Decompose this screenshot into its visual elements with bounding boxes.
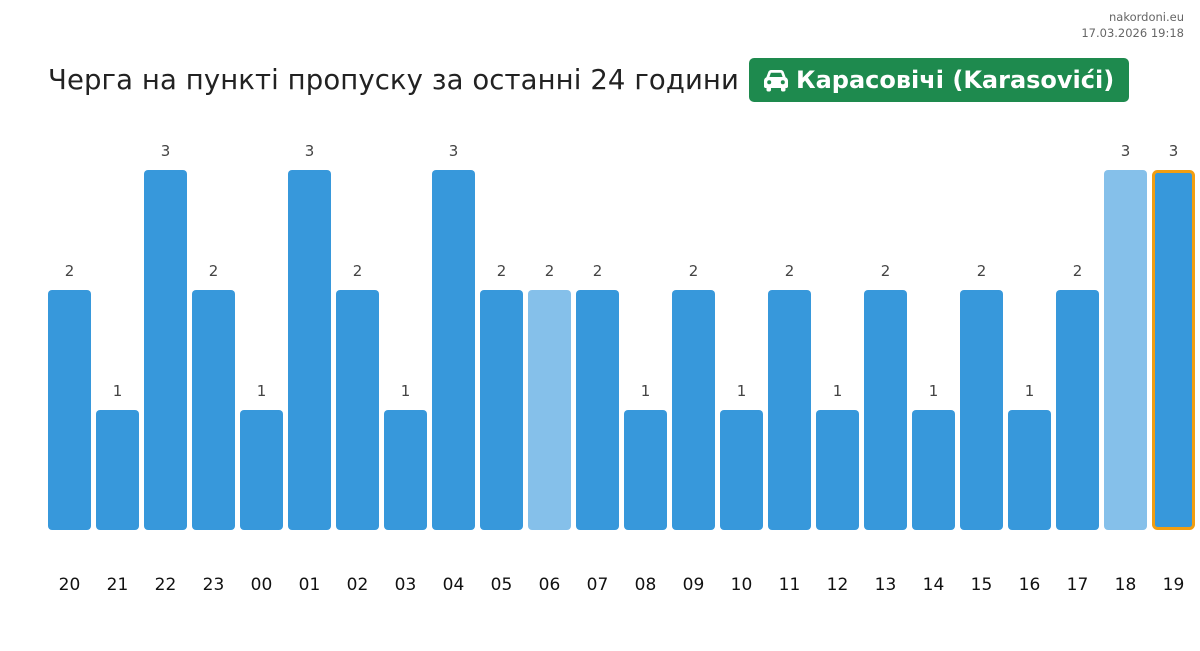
bar-13[interactable] — [864, 290, 907, 530]
bar-17[interactable] — [1056, 290, 1099, 530]
chart-header: Черга на пункті пропуску за останні 24 г… — [48, 58, 1130, 102]
x-tick-12: 12 — [827, 575, 849, 595]
bar-00[interactable] — [240, 410, 283, 530]
bar-value-09: 2 — [689, 262, 699, 280]
bar-02[interactable] — [336, 290, 379, 530]
bar-value-20: 2 — [65, 262, 75, 280]
bar-12[interactable] — [816, 410, 859, 530]
bar-value-06: 2 — [545, 262, 555, 280]
bar-15[interactable] — [960, 290, 1003, 530]
x-tick-14: 14 — [923, 575, 945, 595]
bar-value-05: 2 — [497, 262, 507, 280]
bar-value-15: 2 — [977, 262, 987, 280]
x-tick-06: 06 — [539, 575, 561, 595]
x-tick-11: 11 — [779, 575, 801, 595]
site-domain: nakordoni.eu — [1109, 10, 1184, 24]
bar-value-08: 1 — [641, 382, 651, 400]
bar-11[interactable] — [768, 290, 811, 530]
bar-09[interactable] — [672, 290, 715, 530]
bar-value-22: 3 — [161, 142, 171, 160]
site-timestamp: 17.03.2026 19:18 — [1081, 26, 1184, 40]
bar-value-16: 1 — [1025, 382, 1035, 400]
site-info: nakordoni.eu 17.03.2026 19:18 — [1081, 9, 1184, 41]
x-tick-18: 18 — [1115, 575, 1137, 595]
bar-21[interactable] — [96, 410, 139, 530]
x-tick-13: 13 — [875, 575, 897, 595]
bar-value-17: 2 — [1073, 262, 1083, 280]
bar-16[interactable] — [1008, 410, 1051, 530]
x-tick-19: 19 — [1163, 575, 1185, 595]
bar-01[interactable] — [288, 170, 331, 530]
x-tick-16: 16 — [1019, 575, 1041, 595]
bar-23[interactable] — [192, 290, 235, 530]
bar-22[interactable] — [144, 170, 187, 530]
bar-03[interactable] — [384, 410, 427, 530]
bar-value-12: 1 — [833, 382, 843, 400]
bar-05[interactable] — [480, 290, 523, 530]
x-tick-08: 08 — [635, 575, 657, 595]
x-tick-04: 04 — [443, 575, 465, 595]
car-icon — [762, 68, 790, 92]
page-title: Черга на пункті пропуску за останні 24 г… — [48, 64, 739, 96]
bar-04[interactable] — [432, 170, 475, 530]
bar-value-10: 1 — [737, 382, 747, 400]
bar-value-01: 3 — [305, 142, 315, 160]
bar-07[interactable] — [576, 290, 619, 530]
x-tick-02: 02 — [347, 575, 369, 595]
bar-value-04: 3 — [449, 142, 459, 160]
bar-08[interactable] — [624, 410, 667, 530]
x-tick-05: 05 — [491, 575, 513, 595]
bar-20[interactable] — [48, 290, 91, 530]
bar-value-13: 2 — [881, 262, 891, 280]
x-tick-22: 22 — [155, 575, 177, 595]
bar-value-07: 2 — [593, 262, 603, 280]
x-tick-07: 07 — [587, 575, 609, 595]
bar-value-18: 3 — [1121, 142, 1131, 160]
bar-value-23: 2 — [209, 262, 219, 280]
location-name: Карасовічі (Karasovići) — [795, 66, 1115, 94]
x-tick-20: 20 — [59, 575, 81, 595]
bar-10[interactable] — [720, 410, 763, 530]
bar-value-14: 1 — [929, 382, 939, 400]
bar-06[interactable] — [528, 290, 571, 530]
bar-14[interactable] — [912, 410, 955, 530]
x-tick-15: 15 — [971, 575, 993, 595]
x-tick-09: 09 — [683, 575, 705, 595]
bar-value-00: 1 — [257, 382, 267, 400]
bar-value-21: 1 — [113, 382, 123, 400]
bar-value-11: 2 — [785, 262, 795, 280]
bar-18[interactable] — [1104, 170, 1147, 530]
x-tick-23: 23 — [203, 575, 225, 595]
x-tick-17: 17 — [1067, 575, 1089, 595]
bar-value-03: 1 — [401, 382, 411, 400]
x-tick-00: 00 — [251, 575, 273, 595]
x-tick-21: 21 — [107, 575, 129, 595]
x-tick-03: 03 — [395, 575, 417, 595]
bar-19[interactable] — [1152, 170, 1195, 530]
x-tick-01: 01 — [299, 575, 321, 595]
bar-value-02: 2 — [353, 262, 363, 280]
bar-value-19: 3 — [1169, 142, 1179, 160]
x-tick-10: 10 — [731, 575, 753, 595]
location-badge: Карасовічі (Karasovići) — [748, 58, 1130, 102]
